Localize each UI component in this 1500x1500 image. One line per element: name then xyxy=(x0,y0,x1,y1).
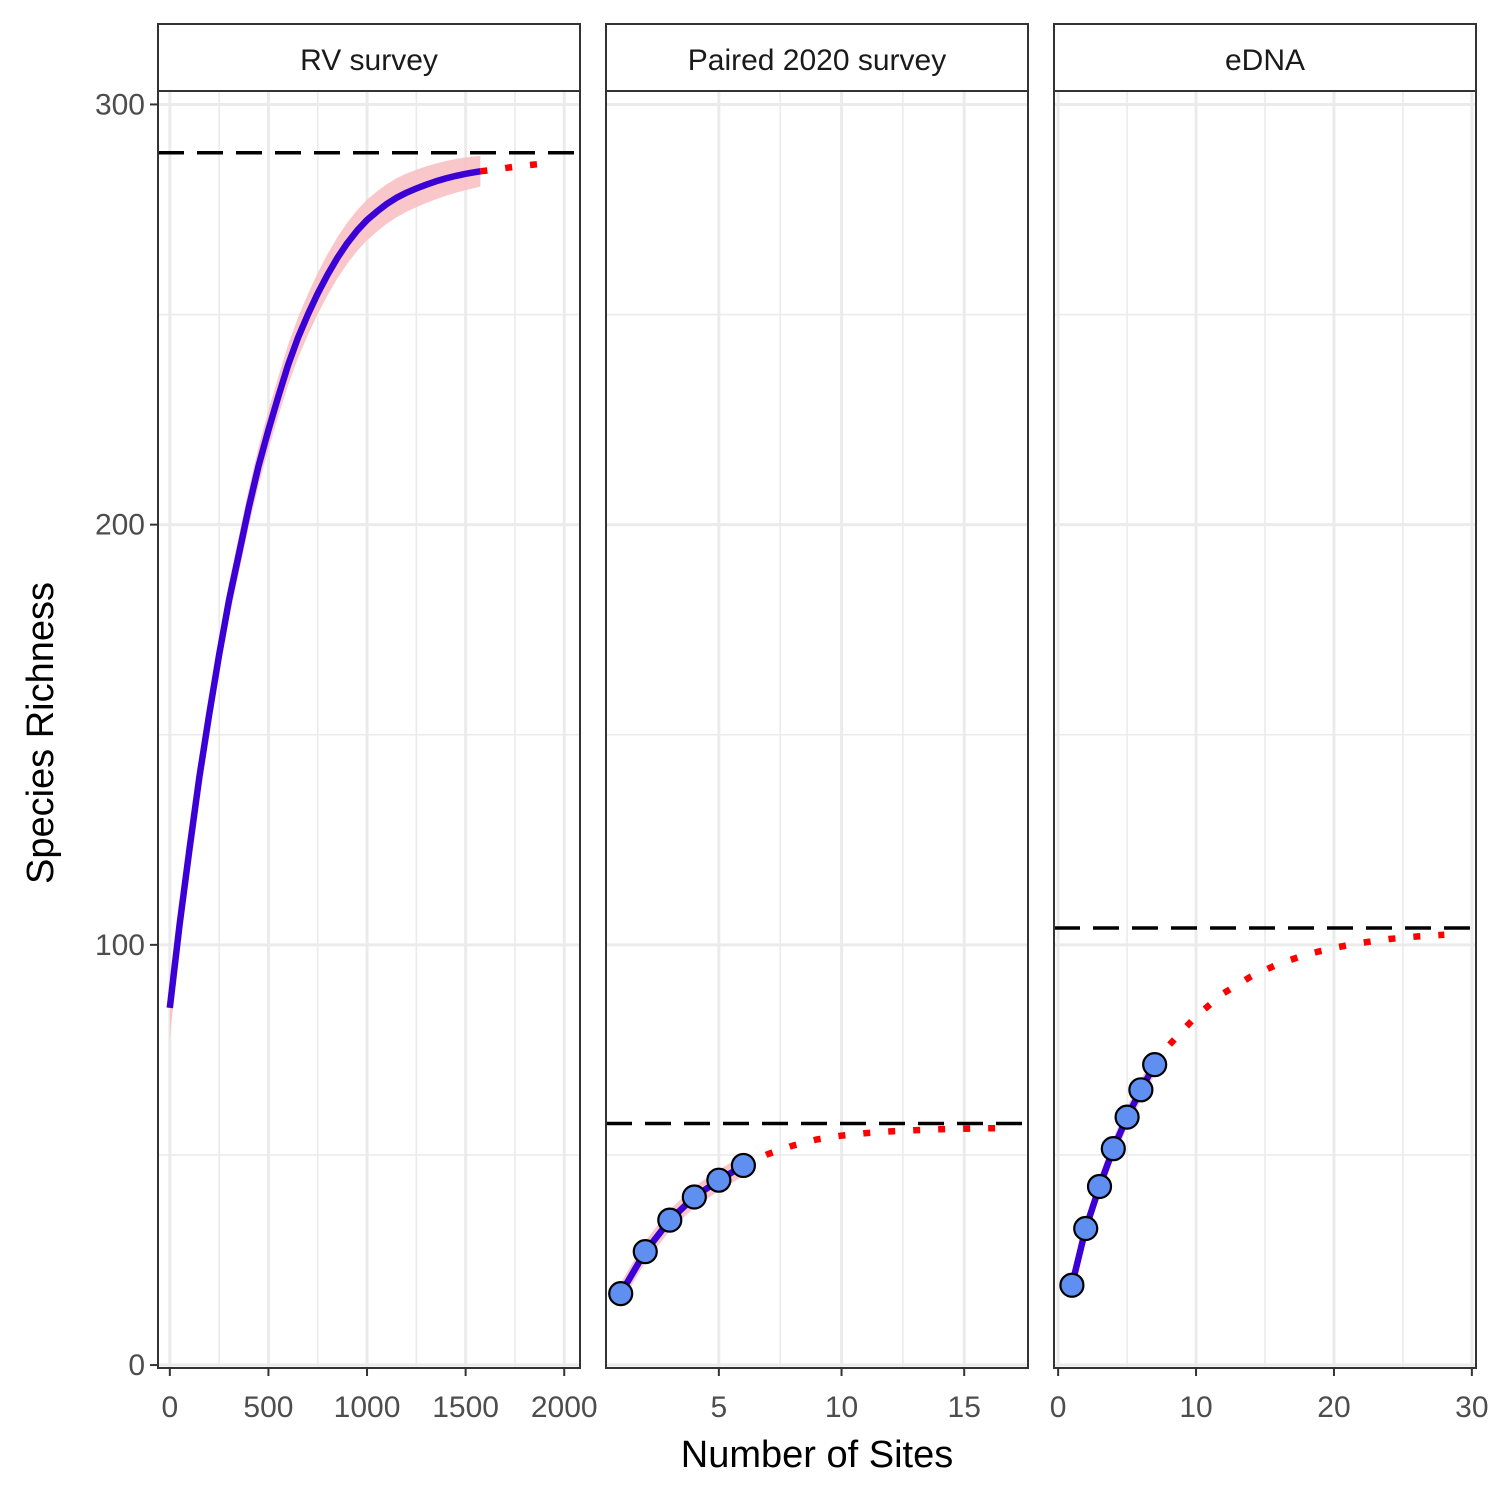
x-tick-label: 0 xyxy=(161,1391,178,1424)
observed-point xyxy=(1100,1136,1126,1162)
x-tick-label: 15 xyxy=(948,1391,981,1424)
facet-panel: Paired 2020 survey 5 10 15 xyxy=(605,23,1029,1424)
observed-point xyxy=(1073,1215,1099,1242)
observed-point xyxy=(608,1281,634,1307)
y-tick-label: 0 xyxy=(128,1349,145,1382)
y-tick-label: 300 xyxy=(95,88,145,121)
x-tick-label: 500 xyxy=(243,1391,293,1424)
facet-strip xyxy=(157,23,581,92)
x-tick-label: 30 xyxy=(1455,1391,1488,1424)
extrapolated-series-line xyxy=(1152,931,1445,1067)
facet-panel: eDNA 0 10 20 30 xyxy=(1050,23,1489,1424)
facet-strip-label: eDNA xyxy=(1225,44,1305,77)
facet-strip xyxy=(605,23,1029,92)
observed-point xyxy=(1114,1104,1140,1130)
observed-point xyxy=(657,1207,683,1233)
x-tick-label: 1000 xyxy=(334,1391,401,1424)
panel-data xyxy=(1054,926,1476,1298)
facet-panel: RV survey 0 500 1000 1500 2000 xyxy=(157,23,598,1424)
x-tick-label: 0 xyxy=(1050,1391,1067,1424)
x-tick-label: 10 xyxy=(825,1391,858,1424)
panel-data xyxy=(606,1121,1028,1307)
facet-strip-label: RV survey xyxy=(300,44,438,77)
y-axis-title: Species Richness xyxy=(20,582,62,884)
observed-point xyxy=(1128,1077,1154,1103)
y-tick-label: 100 xyxy=(95,929,145,962)
observed-point xyxy=(730,1152,756,1179)
facet-strip xyxy=(1053,23,1477,92)
observed-point xyxy=(681,1184,707,1210)
observed-point xyxy=(632,1239,658,1265)
observed-point xyxy=(1086,1173,1113,1200)
x-tick-label: 10 xyxy=(1179,1391,1212,1424)
x-axis-title: Number of Sites xyxy=(681,1434,953,1476)
x-tick-label: 1500 xyxy=(432,1391,499,1424)
observed-point xyxy=(1142,1052,1168,1078)
confidence-ribbon xyxy=(620,1155,744,1305)
panel-data xyxy=(158,151,580,1041)
facet-strip-label: Paired 2020 survey xyxy=(688,44,947,77)
x-tick-label: 2000 xyxy=(531,1391,598,1424)
y-axis: 0 100 200 300 xyxy=(95,88,158,1382)
observed-point xyxy=(1059,1272,1085,1298)
observed-series-line xyxy=(166,168,481,1009)
panel-background xyxy=(158,91,580,1368)
x-tick-label: 5 xyxy=(711,1391,728,1424)
observed-point xyxy=(706,1167,732,1193)
y-tick-label: 200 xyxy=(95,509,145,542)
extrapolated-series-line xyxy=(742,1124,1002,1169)
x-tick-label: 20 xyxy=(1317,1391,1350,1424)
